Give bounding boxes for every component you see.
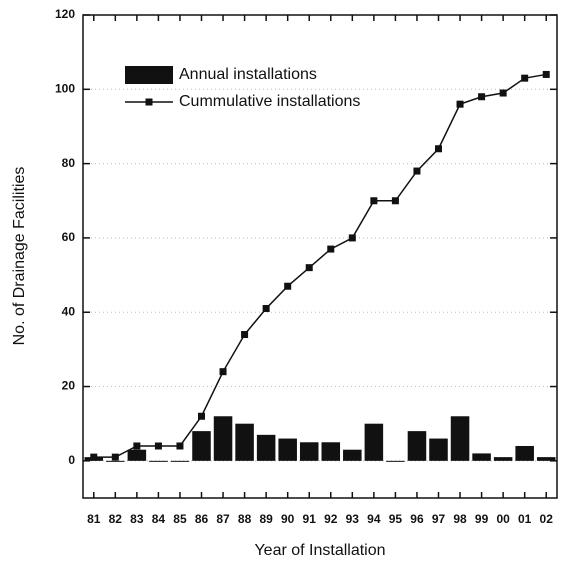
bar <box>364 423 384 461</box>
line <box>93 73 547 458</box>
y-tick-label: 60 <box>62 230 76 244</box>
x-tick-label: 91 <box>303 512 317 526</box>
point <box>305 264 313 272</box>
point <box>435 145 442 153</box>
legend-label: Annual installations <box>179 66 317 83</box>
point <box>133 442 141 450</box>
x-tick-label: 81 <box>87 512 101 526</box>
x-tick-label: 82 <box>109 512 123 526</box>
x-tick-label: 01 <box>518 512 532 526</box>
bar <box>407 431 427 461</box>
bar <box>386 460 405 462</box>
bar <box>278 438 297 461</box>
plot-frame <box>82 14 558 499</box>
y-tick-label: 20 <box>62 379 76 393</box>
point <box>176 442 184 450</box>
bar <box>536 457 556 461</box>
y-tick-label: 120 <box>55 7 75 21</box>
y-tick-label: 0 <box>68 453 75 467</box>
point <box>521 74 529 82</box>
point <box>370 197 378 205</box>
x-tick-label: 99 <box>475 512 489 526</box>
x-tick-label: 85 <box>173 512 187 526</box>
bar <box>235 423 254 461</box>
bar <box>170 460 190 462</box>
bar <box>429 438 448 461</box>
point <box>90 453 98 461</box>
point <box>241 331 249 339</box>
x-tick-label: 00 <box>496 512 510 526</box>
bar <box>106 460 125 462</box>
point <box>499 89 507 97</box>
x-tick-label: 92 <box>324 512 338 526</box>
x-tick-label: 86 <box>195 512 209 526</box>
x-axis-title: Year of Installation <box>254 542 385 559</box>
bar <box>472 453 491 461</box>
bar <box>515 445 534 461</box>
x-tick-label: 97 <box>432 512 446 526</box>
x-tick-label: 98 <box>453 512 467 526</box>
y-axis-title: No. of Drainage Facilities <box>11 167 28 346</box>
bar <box>127 449 147 461</box>
point <box>391 197 399 205</box>
legend-swatch <box>145 98 153 106</box>
point <box>154 442 162 450</box>
x-tick-label: 87 <box>216 512 230 526</box>
point <box>198 412 205 420</box>
x-tick-label: 93 <box>346 512 360 526</box>
x-tick-label: 96 <box>410 512 424 526</box>
bar <box>149 460 168 462</box>
point <box>262 305 270 313</box>
point <box>456 100 464 108</box>
x-tick-label: 89 <box>259 512 273 526</box>
point <box>413 167 421 175</box>
legend-swatch <box>125 66 173 84</box>
bar <box>299 442 319 461</box>
bar <box>192 431 211 461</box>
x-tick-label: 83 <box>130 512 144 526</box>
point <box>111 453 119 461</box>
x-tick-label: 94 <box>367 512 381 526</box>
y-tick-label: 40 <box>62 304 76 318</box>
y-tick-label: 80 <box>62 156 76 170</box>
x-tick-label: 90 <box>281 512 295 526</box>
bar <box>343 449 362 461</box>
y-tick-label: 100 <box>55 81 75 95</box>
x-tick-label: 84 <box>152 512 166 526</box>
point <box>284 282 292 290</box>
bar <box>493 457 513 461</box>
x-tick-label: 02 <box>540 512 554 526</box>
bar <box>256 434 276 461</box>
legend-label: Cummulative installations <box>179 93 360 110</box>
point <box>478 93 486 101</box>
point <box>327 245 335 253</box>
x-tick-label: 88 <box>238 512 252 526</box>
x-tick-label: 95 <box>389 512 403 526</box>
bar <box>321 442 341 461</box>
bar <box>450 416 470 461</box>
point <box>348 234 356 242</box>
point <box>219 368 227 376</box>
bar <box>213 416 233 461</box>
point <box>542 70 550 78</box>
